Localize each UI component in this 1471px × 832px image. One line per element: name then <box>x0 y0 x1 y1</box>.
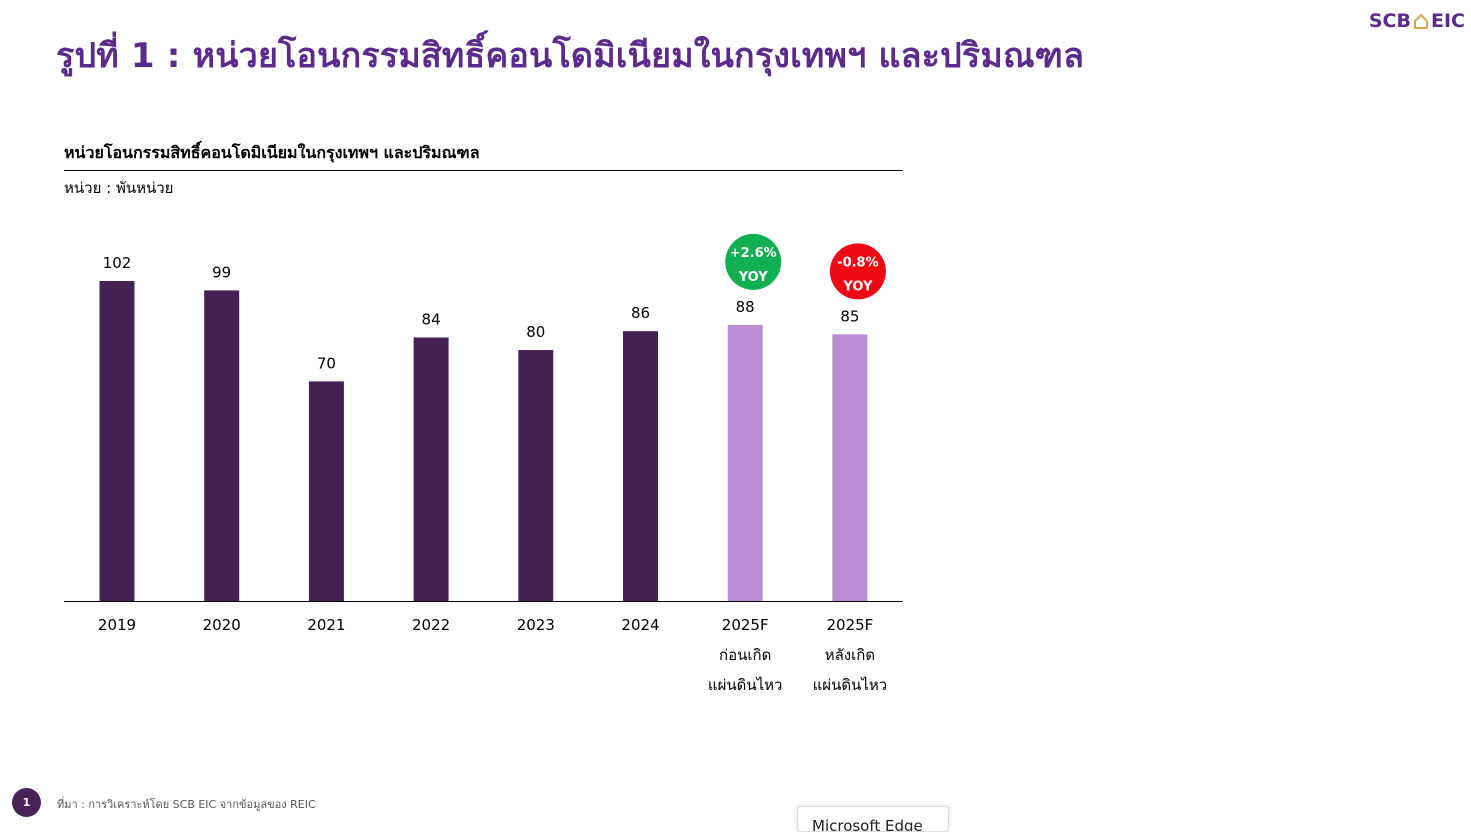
slide-title: รูปที่ 1 : หน่วยโอนกรรมสิทธิ์คอนโดมิเนีย… <box>56 36 1085 76</box>
bar-7 <box>832 334 868 601</box>
yoy-badge-1 <box>829 243 886 300</box>
x-tick-label-3-0: 2022 <box>412 616 450 634</box>
source-note: ที่มา : การวิเคราะห์โดย SCB EIC จากข้อมู… <box>57 798 316 811</box>
bar-6 <box>727 324 763 601</box>
yoy-badge-0 <box>725 233 782 290</box>
x-tick-label-4-0: 2023 <box>517 616 555 634</box>
x-tick-label-7-2: แผ่นดินไหว <box>813 676 888 694</box>
chart-title: หน่วยโอนกรรมสิทธิ์คอนโดมิเนียมในกรุงเทพฯ… <box>64 141 903 171</box>
x-tick-label-6-2: แผ่นดินไหว <box>708 676 783 694</box>
yoy-badge-value-0: +2.6% <box>730 246 777 261</box>
x-tick-label-6-1: ก่อนเกิด <box>719 646 771 664</box>
house-icon <box>1413 13 1429 30</box>
data-label-0: 102 <box>103 254 132 272</box>
data-label-1: 99 <box>212 263 231 281</box>
logo-scb-text: SCB <box>1368 10 1411 32</box>
data-label-2: 70 <box>317 354 336 372</box>
x-tick-label-0-0: 2019 <box>98 616 136 634</box>
bar-1 <box>204 290 240 601</box>
bar-5 <box>623 331 658 601</box>
data-label-5: 86 <box>631 304 650 322</box>
bar-4 <box>518 350 554 601</box>
x-tick-label-6-0: 2025F <box>722 616 769 634</box>
bar-2 <box>308 381 344 601</box>
logo-eic-text: EIC <box>1431 10 1465 32</box>
data-label-4: 80 <box>526 323 545 341</box>
yoy-badge-value-1: -0.8% <box>837 255 878 270</box>
x-tick-label-7-0: 2025F <box>826 616 873 634</box>
x-tick-label-5-0: 2024 <box>621 616 659 634</box>
data-label-3: 84 <box>422 310 441 328</box>
x-tick-label-1-0: 2020 <box>203 616 241 634</box>
x-tick-label-2-0: 2021 <box>307 616 345 634</box>
x-tick-label-7-1: หลังเกิด <box>825 646 875 664</box>
bar-3 <box>413 337 449 601</box>
yoy-badge-label-1: YOY <box>842 279 873 294</box>
popup-label: Microsoft Edge <box>812 817 923 832</box>
chart-unit-label: หน่วย : พันหน่วย <box>64 179 174 197</box>
bar-0 <box>99 281 135 601</box>
browser-notification-popup[interactable]: Microsoft Edge <box>797 806 949 832</box>
data-label-6: 88 <box>736 298 755 316</box>
data-label-7: 85 <box>840 307 859 325</box>
yoy-badge-label-0: YOY <box>738 270 769 285</box>
page-number-badge: 1 <box>12 788 41 817</box>
scb-eic-logo: SCB EIC <box>1369 10 1465 32</box>
